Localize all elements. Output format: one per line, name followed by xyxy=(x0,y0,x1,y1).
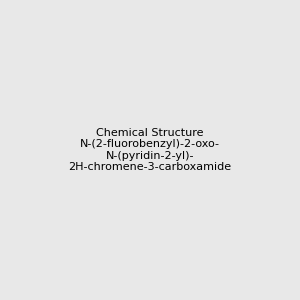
Text: Chemical Structure
N-(2-fluorobenzyl)-2-oxo-
N-(pyridin-2-yl)-
2H-chromene-3-car: Chemical Structure N-(2-fluorobenzyl)-2-… xyxy=(68,128,232,172)
